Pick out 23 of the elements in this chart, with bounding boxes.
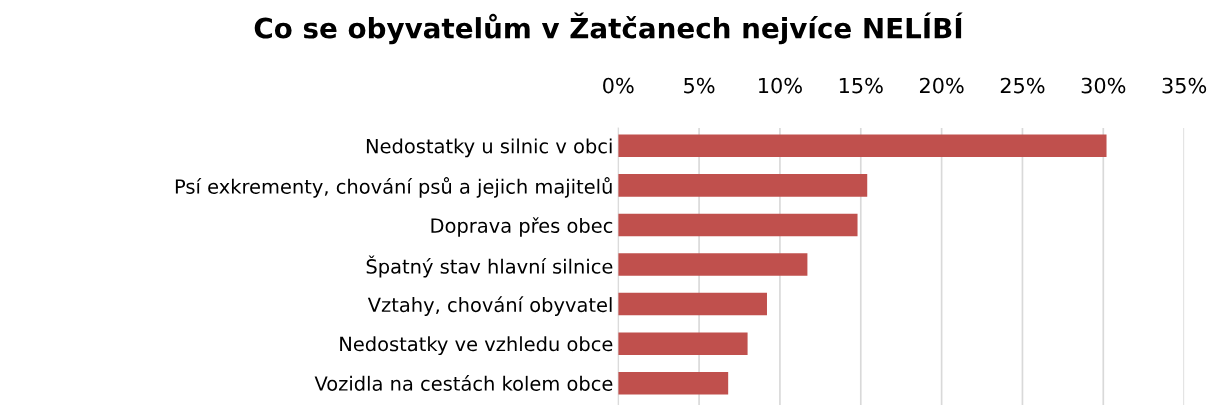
x-tick-label: 15% xyxy=(839,77,883,94)
bar xyxy=(618,174,868,197)
x-tick-label: 5% xyxy=(684,77,715,94)
bar xyxy=(618,292,767,316)
x-tick-label: 25% xyxy=(1000,77,1045,94)
y-tick-label: Špatný stav hlavní silnice xyxy=(366,255,613,278)
x-tick-label: 0% xyxy=(603,77,634,94)
bar xyxy=(618,332,748,355)
x-tick-label: 20% xyxy=(919,77,964,94)
y-tick-label: Vozidla na cestách kolem obce xyxy=(314,375,613,391)
bar xyxy=(618,253,808,276)
bar xyxy=(618,213,858,237)
y-tick-label: Vztahy, chování obyvatel xyxy=(367,296,612,316)
bar xyxy=(618,371,729,395)
x-tick-label: 35% xyxy=(1162,77,1207,94)
bar xyxy=(618,134,1107,158)
x-tick-label: 30% xyxy=(1081,77,1126,94)
y-tick-label: Psí exkrementy, chování psů a jejich majitelů xyxy=(175,177,612,198)
y-tick-label: Nedostatky ve vzhledu obce xyxy=(340,336,613,356)
y-tick-label: Doprava přes obec xyxy=(431,217,613,237)
x-tick-label: 10% xyxy=(759,77,802,94)
chart-title: Co se obyvatelům v Žatčanech nejvíce NELÍBÍ xyxy=(254,12,963,45)
y-tick-label: Nedostatky u silnic v obci xyxy=(366,138,612,158)
